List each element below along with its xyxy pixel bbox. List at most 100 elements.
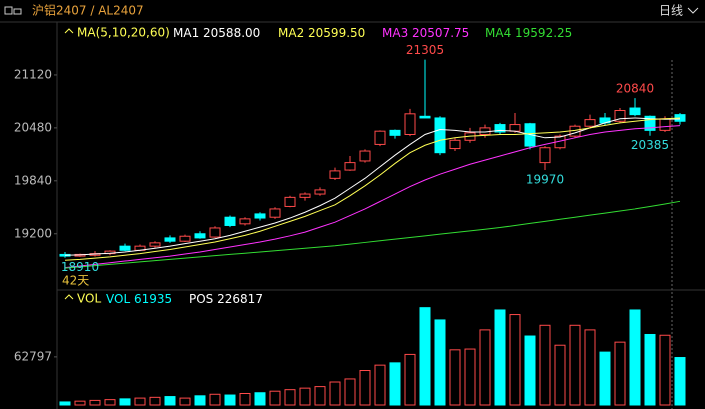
pos-name: POS <box>189 292 213 306</box>
candle-body <box>269 208 281 218</box>
volume-bar <box>209 393 221 406</box>
pos-value: 226817 <box>217 292 263 306</box>
candle-body <box>194 233 206 239</box>
y-tick-label: 21120 <box>14 67 52 81</box>
candle-body <box>209 227 221 238</box>
volume-bar <box>164 396 176 406</box>
candle-body <box>404 113 416 135</box>
volume-bar <box>449 349 461 406</box>
volume-bar <box>494 309 506 406</box>
menu-icon[interactable] <box>4 6 22 15</box>
period[interactable]: 日线 <box>659 4 683 18</box>
extreme-label: 20840 <box>616 82 654 96</box>
vol-legend: VOL 61935 <box>106 292 172 306</box>
ma-line <box>64 117 681 261</box>
ma-name: MA4 <box>485 26 511 40</box>
candle-body <box>284 196 296 207</box>
ma-value: 20507.75 <box>412 26 469 40</box>
volume-bar <box>134 397 146 406</box>
volume-bar <box>554 344 566 406</box>
volume-bar <box>464 348 476 406</box>
candle-body <box>509 124 521 132</box>
extreme-label: 18910 <box>61 260 99 274</box>
candle-body <box>329 170 341 179</box>
candle-body <box>644 115 656 131</box>
candle-body <box>419 115 431 119</box>
candle-body <box>164 237 176 242</box>
volume-bar <box>314 386 326 406</box>
extreme-label: 21305 <box>406 43 444 57</box>
volume-bar <box>284 389 296 406</box>
volume-bar <box>524 335 536 406</box>
volume-bar <box>674 357 686 406</box>
volume-bar <box>584 329 596 406</box>
candle-body <box>149 242 161 247</box>
candle-body <box>614 110 626 122</box>
legend-title: VOL <box>77 292 101 306</box>
volume-bar <box>404 353 416 406</box>
candle-body <box>629 107 641 116</box>
volume-bar <box>389 362 401 406</box>
y-tick-label: 20480 <box>14 120 52 134</box>
candle-body <box>434 117 446 154</box>
legend-arrow <box>64 294 74 300</box>
candle-body <box>314 189 326 195</box>
legend-arrow <box>64 28 74 34</box>
ma-value: 19592.25 <box>515 26 572 40</box>
ma-name: MA1 <box>173 26 199 40</box>
y-tick-label: 19840 <box>14 173 52 187</box>
volume-bar <box>614 341 626 406</box>
volume-bar <box>539 324 551 406</box>
candle-body <box>224 216 236 226</box>
volume-bar <box>149 396 161 406</box>
ma-value: 20588.00 <box>203 26 260 40</box>
volume-bar <box>374 364 386 406</box>
extreme-label: 19970 <box>526 173 564 187</box>
candle-body <box>299 193 311 198</box>
ma-line <box>64 200 681 269</box>
pos-legend: POS 226817 <box>189 292 263 306</box>
volume-bar <box>419 307 431 406</box>
legend-title: MA(5,10,20,60) <box>77 26 170 40</box>
volume-bar <box>239 393 251 406</box>
volume-bar <box>119 398 131 406</box>
candle-body <box>389 129 401 136</box>
candle-body <box>119 245 131 251</box>
candle-body <box>254 213 266 219</box>
volume-bar <box>434 319 446 406</box>
vol-value: 61935 <box>134 292 172 306</box>
dropdown-arrow[interactable] <box>687 7 699 14</box>
volume-bar <box>644 333 656 406</box>
volume-bar <box>629 309 641 406</box>
ma-legend: MA4 19592.25 <box>485 26 572 40</box>
volume-bar <box>299 387 311 406</box>
ma-legend: MA1 20588.00 <box>173 26 260 40</box>
candle-body <box>659 118 671 131</box>
volume-bar <box>179 397 191 406</box>
volume-bar <box>104 399 116 406</box>
volume-bar <box>254 392 266 406</box>
symbol-title: 沪铝2407 / AL2407 <box>32 3 144 18</box>
candle-body <box>374 130 386 145</box>
volume-bar <box>59 401 71 406</box>
count-label: 42天 <box>62 274 89 288</box>
ma-legend: MA2 20599.50 <box>278 26 365 40</box>
ma-line <box>64 117 681 256</box>
extreme-label: 20385 <box>631 138 669 152</box>
volume-bar <box>344 378 356 406</box>
candle-body <box>344 162 356 171</box>
candle-body <box>239 218 251 225</box>
ma-legend: MA3 20507.75 <box>382 26 469 40</box>
candle-body <box>584 119 596 127</box>
volume-bar <box>74 400 86 406</box>
volume-bar <box>479 329 491 406</box>
volume-bar <box>509 314 521 406</box>
candle-body <box>179 235 191 242</box>
volume-bar <box>599 351 611 406</box>
volume-bar <box>194 395 206 406</box>
ma-name: MA2 <box>278 26 304 40</box>
ma-line <box>64 125 681 269</box>
volume-bar <box>224 394 236 406</box>
